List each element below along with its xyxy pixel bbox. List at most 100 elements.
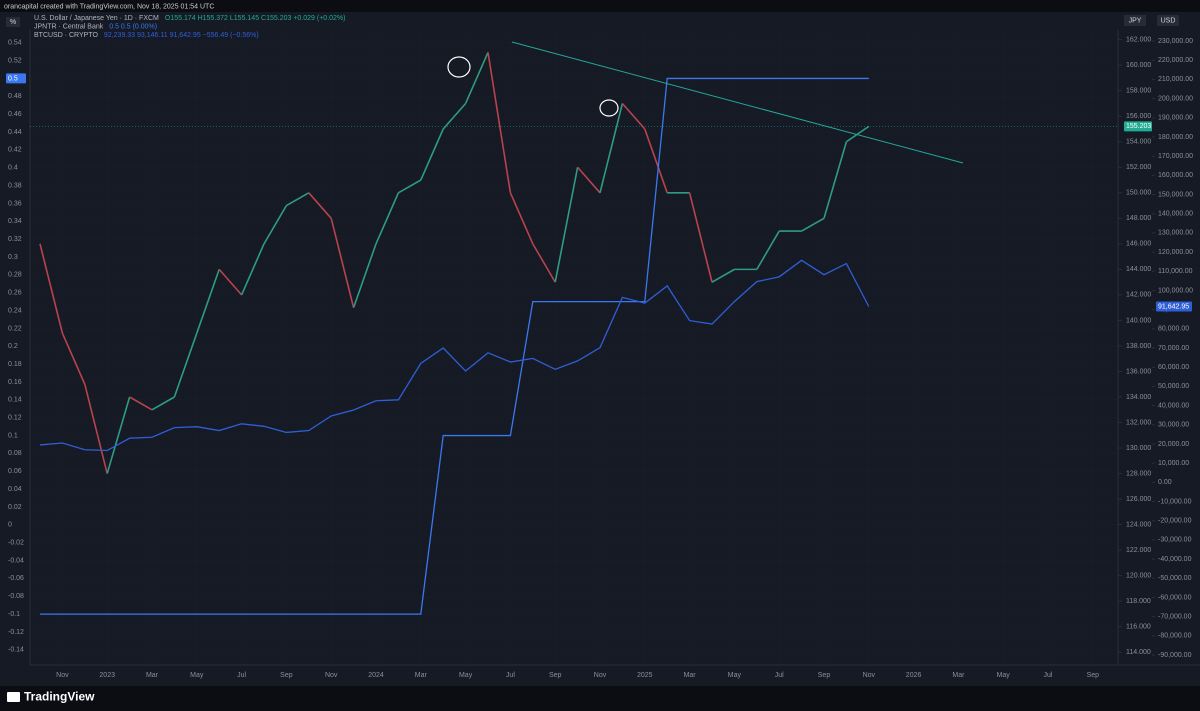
- y3-tick-label: 80,000.00: [1158, 326, 1189, 333]
- y-tick-label: 0.36: [8, 200, 22, 207]
- price-segment: [352, 243, 377, 308]
- y2-tick-label: 158.000: [1126, 88, 1151, 95]
- y-tick-label: 0.04: [8, 486, 22, 493]
- last-value-badge: [6, 73, 26, 84]
- last-value-badge: [1124, 121, 1152, 132]
- x-tick-label: Mar: [146, 672, 159, 679]
- price-segment: [106, 396, 131, 474]
- y3-tick-label: 50,000.00: [1158, 383, 1189, 390]
- price-segment: [196, 269, 220, 334]
- y-tick-label: -0.04: [8, 557, 24, 564]
- last-value-badge: [1156, 301, 1192, 312]
- y2-tick-label: 128.000: [1126, 470, 1151, 477]
- y-tick-label: 0.2: [8, 343, 18, 350]
- y-tick-label: -0.06: [8, 575, 24, 582]
- price-segment: [644, 128, 668, 194]
- y3-tick-label: -20,000.00: [1158, 518, 1192, 525]
- axis-box: [1124, 15, 1146, 26]
- x-tick-label: Mar: [684, 672, 697, 679]
- y-tick-label: 0.38: [8, 182, 22, 189]
- trend-line: [511, 41, 964, 164]
- y-tick-label: 0.28: [8, 272, 22, 279]
- x-tick-label: Nov: [863, 672, 876, 679]
- y-tick-label: 0.54: [8, 40, 22, 47]
- y3-tick-label: 130,000.00: [1158, 230, 1193, 237]
- plot-area: 0.54 0.52 0.5 0.48 0.46 0.44 0.42 0.4 0.38 0.36 0.…: [8, 32, 1193, 679]
- y-tick-label: 0.26: [8, 290, 22, 297]
- price-segment: [218, 268, 243, 296]
- y-tick-label: 0.08: [8, 450, 22, 457]
- y3-tick-label: 200,000.00: [1158, 95, 1193, 102]
- y-tick-label: 0.44: [8, 129, 22, 136]
- y-tick-label: 0.14: [8, 397, 22, 404]
- price-segment: [688, 192, 713, 283]
- y-tick-label: -0.1: [8, 611, 20, 618]
- x-tick-label: May: [459, 672, 473, 679]
- y2-tick-label: 114.000: [1126, 649, 1151, 656]
- y-tick-label: -0.02: [8, 540, 24, 547]
- price-segment: [464, 52, 489, 104]
- x-tick-label: Sep: [549, 672, 562, 679]
- price-segment: [845, 125, 870, 143]
- price-segment: [487, 52, 512, 193]
- y-tick-label: 0.22: [8, 325, 22, 332]
- last-value-label: 0.5: [8, 75, 18, 82]
- header-bar: [0, 0, 1200, 12]
- y3-tick-label: 40,000.00: [1158, 402, 1189, 409]
- y-tick-label: 0.46: [8, 111, 22, 118]
- price-segment: [84, 384, 108, 474]
- y3-tick-label: -40,000.00: [1158, 556, 1192, 563]
- y3-tick-label: -50,000.00: [1158, 575, 1192, 582]
- axis-box: [1157, 15, 1179, 26]
- footer-bar: [0, 686, 1200, 711]
- y-tick-label: 0.16: [8, 379, 22, 386]
- y3-tick-label: -70,000.00: [1158, 613, 1192, 620]
- drawing-circle: [447, 56, 471, 78]
- price-segment: [554, 167, 579, 283]
- y-tick-label: 0.02: [8, 504, 22, 511]
- y3-tick-label: 170,000.00: [1158, 153, 1193, 160]
- y2-tick-label: 130.000: [1126, 445, 1151, 452]
- y2-tick-label: 150.000: [1126, 190, 1151, 197]
- y3-tick-label: -80,000.00: [1158, 633, 1192, 640]
- price-segment: [420, 128, 444, 181]
- y-tick-label: 0.3: [8, 254, 18, 261]
- legend-name: JPNTR · Central Bank: [34, 23, 104, 30]
- x-tick-label: Sep: [280, 672, 293, 679]
- price-segment: [599, 103, 624, 193]
- header-text: orancapital created with TradingView.com…: [4, 3, 214, 10]
- y3-tick-label: 110,000.00: [1158, 268, 1193, 275]
- y3-axis-label: USD: [1161, 17, 1176, 24]
- x-tick-label: 2024: [368, 672, 384, 679]
- legend-values: 92,239.33 93,146.11 91,642.95 −556.49 (−…: [104, 32, 259, 39]
- y-tick-label: 0.48: [8, 93, 22, 100]
- y2-tick-label: 140.000: [1126, 317, 1151, 324]
- y-tick-label: 0.24: [8, 307, 22, 314]
- price-segment: [375, 192, 400, 245]
- y3-tick-label: 0.00: [1158, 479, 1172, 486]
- x-tick-label: Nov: [594, 672, 607, 679]
- price-segment: [61, 332, 86, 385]
- y3-tick-label: 190,000.00: [1158, 115, 1193, 122]
- y3-tick-label: 70,000.00: [1158, 345, 1189, 352]
- series-line: [39, 259, 870, 452]
- x-tick-label: Jul: [237, 672, 246, 679]
- price-segment: [240, 243, 265, 296]
- y3-tick-label: 210,000.00: [1158, 76, 1193, 83]
- y2-tick-label: 162.000: [1126, 37, 1151, 44]
- y2-tick-label: 120.000: [1126, 573, 1151, 580]
- y3-tick-label: 120,000.00: [1158, 249, 1193, 256]
- y-axis-label: %: [10, 19, 16, 26]
- x-tick-label: May: [728, 672, 742, 679]
- price-segment: [823, 141, 848, 219]
- x-tick-label: Jul: [1044, 672, 1053, 679]
- y2-tick-label: 156.000: [1126, 113, 1151, 120]
- price-segment: [442, 102, 467, 130]
- y2-tick-label: 138.000: [1126, 343, 1151, 350]
- y-tick-label: 0.52: [8, 57, 22, 64]
- price-segment: [621, 102, 646, 130]
- price-segment: [129, 396, 153, 411]
- y3-tick-label: -90,000.00: [1158, 652, 1192, 659]
- brand: TradingView: [24, 690, 95, 704]
